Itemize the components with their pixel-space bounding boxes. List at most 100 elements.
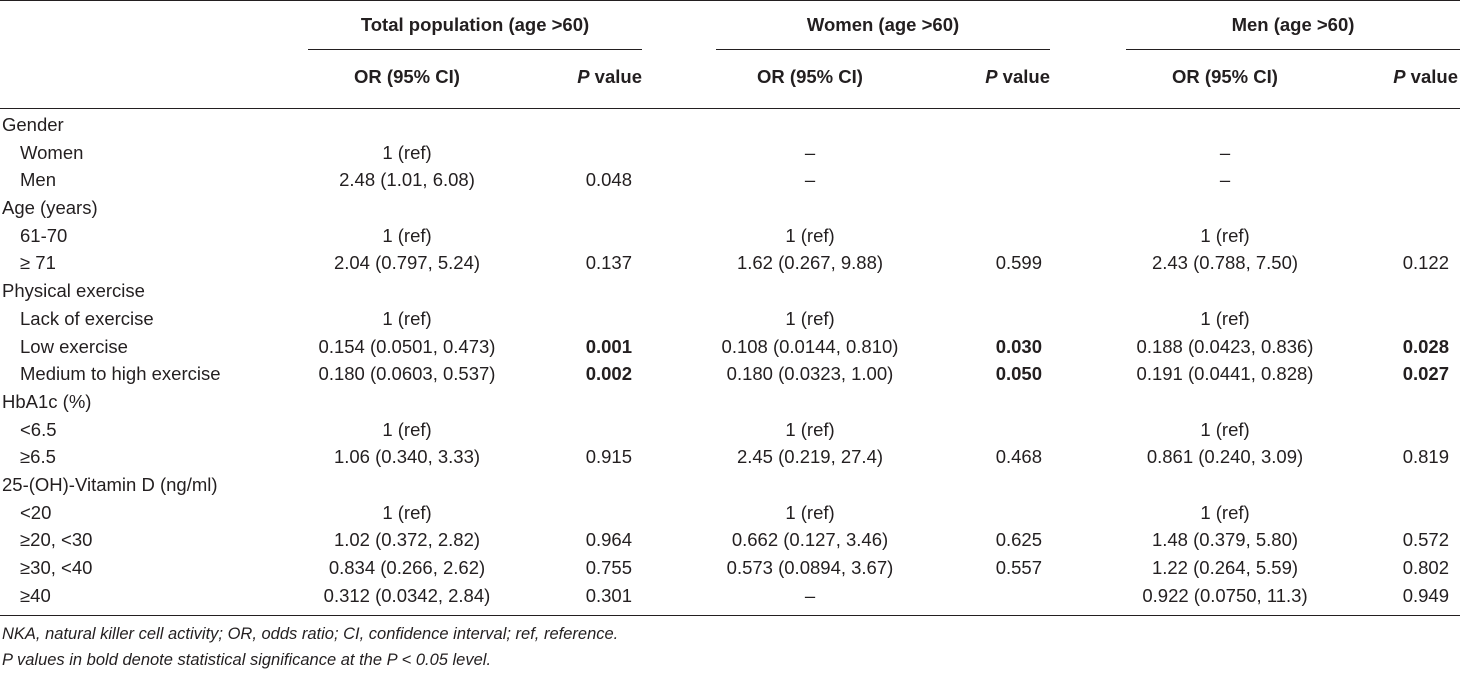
- cell-total-or: 1 (ref): [382, 501, 432, 523]
- cell-men-or: –: [1219, 141, 1231, 163]
- cell-total-or: 1.06 (0.340, 3.33): [333, 446, 481, 468]
- table-row: Medium to high exercise 0.180 (0.0603, 0.…: [0, 360, 1460, 388]
- cell-women-or: 1.62 (0.267, 9.88): [736, 252, 884, 274]
- footnote-abbreviations: NKA, natural killer cell activity; OR, o…: [2, 625, 619, 643]
- cell-men-p: 0.572: [1402, 529, 1449, 551]
- group-header-women: Women (age >60): [806, 14, 960, 35]
- row-label: 61-70: [20, 224, 68, 246]
- row-label: <20: [20, 501, 52, 523]
- section-label: Physical exercise: [2, 280, 145, 302]
- p-rest: value: [589, 66, 642, 87]
- group-header-total: Total population (age >60): [360, 14, 590, 35]
- cell-men-or: 2.43 (0.788, 7.50): [1151, 252, 1299, 274]
- cell-men-or: 1.22 (0.264, 5.59): [1151, 557, 1299, 578]
- cell-women-or: –: [804, 169, 816, 191]
- table-row: HbA1c (%): [0, 388, 1460, 416]
- group-underline-total: [308, 49, 642, 50]
- row-label: ≥40: [20, 584, 51, 606]
- cell-women-or: 2.45 (0.219, 27.4): [736, 446, 884, 468]
- cell-men-p: 0.802: [1402, 557, 1449, 578]
- row-label: Low exercise: [20, 335, 128, 357]
- table-row: ≥ 71 2.04 (0.797, 5.24) 0.137 1.62 (0.267, …: [0, 249, 1460, 277]
- group-header-men: Men (age >60): [1231, 14, 1355, 35]
- cell-total-or: 1 (ref): [382, 307, 432, 329]
- cell-total-p: 0.755: [585, 557, 632, 578]
- p-rest: value: [997, 66, 1050, 87]
- cell-total-or: 0.154 (0.0501, 0.473): [318, 335, 496, 357]
- p-rest: value: [1405, 66, 1458, 87]
- cell-women-p: 0.468: [995, 446, 1042, 468]
- or-header-total: OR (95% CI): [354, 66, 460, 87]
- section-label: Age (years): [2, 197, 98, 219]
- cell-men-or: 0.922 (0.0750, 11.3): [1142, 584, 1308, 606]
- cell-men-p: 0.028: [1402, 335, 1449, 357]
- table-row: Women 1 (ref) – –: [0, 139, 1460, 167]
- cell-total-p: 0.964: [585, 529, 632, 551]
- row-label: ≥6.5: [20, 446, 56, 468]
- p-italic: P: [985, 66, 998, 87]
- p-italic: P: [1393, 66, 1406, 87]
- cell-men-or: 1 (ref): [1200, 418, 1250, 440]
- table-row: <20 1 (ref) 1 (ref) 1 (ref): [0, 499, 1460, 527]
- cell-total-p: 0.301: [585, 584, 632, 606]
- cell-men-p: 0.949: [1402, 584, 1449, 606]
- cell-total-p: 0.915: [585, 446, 632, 468]
- group-underline-women: [716, 49, 1050, 50]
- cell-men-p: 0.122: [1402, 252, 1449, 274]
- cell-men-or: 0.191 (0.0441, 0.828): [1136, 363, 1314, 385]
- cell-men-or: 0.188 (0.0423, 0.836): [1136, 335, 1314, 357]
- p-header-total: P value: [532, 66, 642, 88]
- cell-men-or: 0.861 (0.240, 3.09): [1146, 446, 1304, 468]
- cell-women-p: 0.557: [995, 557, 1042, 578]
- table-row: Age (years): [0, 194, 1460, 222]
- table-bottom-rule: [0, 615, 1460, 616]
- cell-total-or: 1.02 (0.372, 2.82): [333, 529, 481, 551]
- table-row: ≥30, <40 0.834 (0.266, 2.62) 0.755 0.573 (0…: [0, 554, 1460, 582]
- cell-women-or: 1 (ref): [785, 501, 835, 523]
- table-row: Gender: [0, 111, 1460, 139]
- cell-women-p: 0.599: [995, 252, 1042, 274]
- cell-total-or: 0.180 (0.0603, 0.537): [318, 363, 496, 385]
- cell-men-p: 0.819: [1402, 446, 1449, 468]
- cell-total-or: 1 (ref): [382, 141, 432, 163]
- top-rule: [0, 0, 1460, 1]
- table-row: <6.5 1 (ref) 1 (ref) 1 (ref): [0, 416, 1460, 444]
- group-underline-men: [1126, 49, 1460, 50]
- cell-women-or: 1 (ref): [785, 224, 835, 246]
- footnote-significance: P values in bold denote statistical sign…: [2, 651, 492, 669]
- cell-women-or: 0.108 (0.0144, 0.810): [721, 335, 899, 357]
- p-italic: P: [577, 66, 590, 87]
- cell-women-or: 0.662 (0.127, 3.46): [731, 529, 889, 551]
- p-header-women: P value: [940, 66, 1050, 88]
- cell-total-or: 1 (ref): [382, 224, 432, 246]
- or-header-women: OR (95% CI): [757, 66, 863, 87]
- table-row: 25-(OH)-Vitamin D (ng/ml): [0, 471, 1460, 499]
- cell-women-or: –: [804, 141, 816, 163]
- row-label: <6.5: [20, 418, 57, 440]
- cell-women-p: 0.625: [995, 529, 1042, 551]
- table-row: ≥20, <30 1.02 (0.372, 2.82) 0.964 0.662 (0.…: [0, 526, 1460, 554]
- cell-women-or: 0.573 (0.0894, 3.67): [726, 557, 894, 578]
- table-body: Gender Women 1 (ref) – – Men 2.48 (1.01, 6.08)…: [0, 111, 1460, 609]
- cell-total-p: 0.048: [585, 169, 632, 191]
- cell-men-or: 1.48 (0.379, 5.80): [1151, 529, 1299, 551]
- cell-total-or: 2.04 (0.797, 5.24): [333, 252, 481, 274]
- cell-total-or: 1 (ref): [382, 418, 432, 440]
- section-label: HbA1c (%): [2, 390, 92, 412]
- section-label: Gender: [2, 114, 64, 135]
- table-row: Low exercise 0.154 (0.0501, 0.473) 0.001 0.…: [0, 333, 1460, 361]
- row-label: Lack of exercise: [20, 307, 154, 329]
- or-header-men: OR (95% CI): [1172, 66, 1278, 87]
- p-header-men: P value: [1348, 66, 1458, 88]
- cell-total-or: 2.48 (1.01, 6.08): [339, 169, 475, 191]
- cell-women-or: 1 (ref): [785, 418, 835, 440]
- cell-women-or: 1 (ref): [785, 307, 835, 329]
- row-label: ≥20, <30: [20, 529, 93, 551]
- row-label: ≥ 71: [20, 252, 56, 274]
- table-row: Men 2.48 (1.01, 6.08) 0.048 – –: [0, 166, 1460, 194]
- cell-men-or: –: [1219, 169, 1231, 191]
- cell-women-p: 0.030: [995, 335, 1042, 357]
- table-row: Physical exercise: [0, 277, 1460, 305]
- cell-men-or: 1 (ref): [1200, 224, 1250, 246]
- cell-men-or: 1 (ref): [1200, 501, 1250, 523]
